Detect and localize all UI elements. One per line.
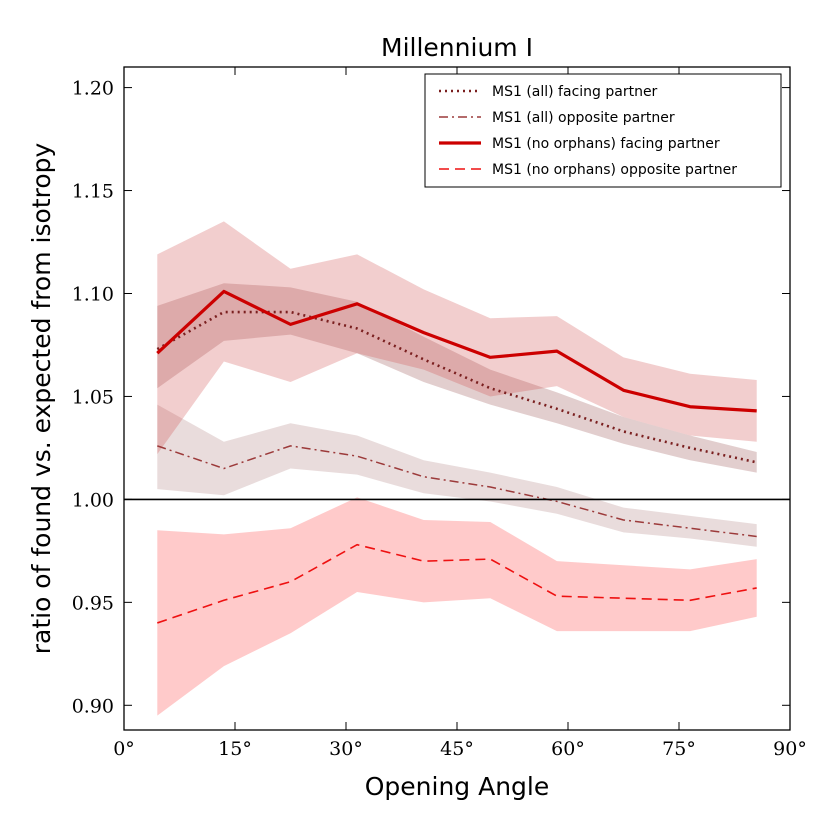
y-tick-label: 0.90 [72, 695, 114, 717]
legend-box [424, 73, 782, 188]
series-line-3 [157, 543, 757, 624]
y-tick-label: 0.95 [72, 592, 114, 614]
legend-label-1: MS1 (all) opposite partner [492, 110, 675, 126]
x-tick-label: 0° [113, 738, 135, 760]
x-tick-label: 45° [440, 738, 474, 760]
x-tick-label: 90° [773, 738, 807, 760]
x-tick-label: 30° [329, 738, 363, 760]
axis-ticks: 0° 15° 30° 45° 60° 75° 90° 0.90 0.95 1.00 1.05 1.10… [72, 67, 807, 760]
x-tick-label: 60° [551, 738, 585, 760]
x-tick-label: 75° [662, 738, 696, 760]
confidence-band-2 [157, 221, 757, 455]
confidence-bands [157, 221, 757, 716]
y-tick-label: 1.15 [72, 181, 114, 203]
legend-label-2: MS1 (no orphans) facing partner [492, 136, 720, 152]
y-tick-label: 1.20 [72, 78, 114, 100]
confidence-band-1 [157, 404, 757, 547]
legend-label-3: MS1 (no orphans) opposite partner [492, 162, 737, 178]
confidence-band-0 [157, 283, 757, 473]
x-tick-label: 15° [218, 738, 252, 760]
series-line-2 [156, 289, 757, 413]
x-axis-label: Opening Angle [365, 772, 550, 801]
series-lines [156, 289, 757, 624]
y-axis-label: ratio of found vs. expected from isotrop… [27, 143, 56, 655]
legend-label-0: MS1 (all) facing partner [492, 84, 658, 100]
series-line-1 [157, 445, 757, 538]
chart-title: Millennium I [381, 33, 533, 62]
confidence-band-3 [157, 497, 757, 716]
legend: MS1 (all) facing partner MS1 (all) opposi… [424, 73, 782, 188]
y-tick-label: 1.10 [72, 283, 114, 305]
y-tick-label: 1.00 [72, 489, 114, 511]
series-line-0 [156, 310, 757, 464]
y-tick-label: 1.05 [72, 386, 114, 408]
